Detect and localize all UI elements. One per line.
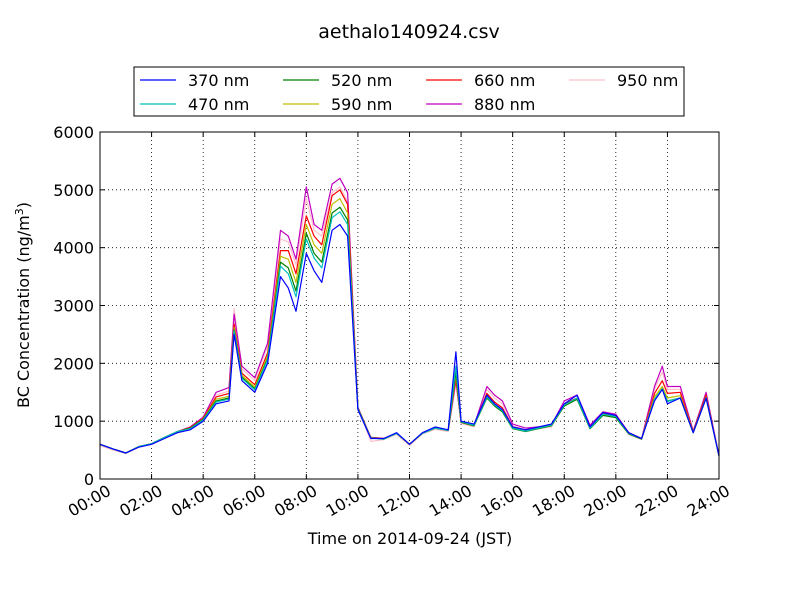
y-tick-label: 6000 (53, 123, 94, 142)
legend-label-470-nm: 470 nm (188, 95, 249, 114)
x-tick-label: 24:00 (684, 481, 733, 521)
x-tick-label: 02:00 (116, 481, 165, 521)
series-line-660-nm (99, 189, 720, 457)
legend-label-880-nm: 880 nm (474, 95, 535, 114)
y-tick-label: 5000 (53, 181, 94, 200)
y-axis-label-main: BC Concentration (ng/m (14, 215, 33, 408)
legend-items: 370 nm 470 nm 520 nm 590 nm 660 nm 880 nm 950 … (140, 71, 678, 114)
y-axis-label-sup: 3 (13, 208, 26, 215)
series-line-370-nm (99, 223, 720, 457)
x-tick-label: 18:00 (529, 481, 578, 521)
x-axis-label: Time on 2014-09-24 (JST) (307, 529, 512, 548)
chart-title: aethalo140924.csv (318, 21, 500, 43)
series-lines (99, 177, 720, 458)
y-axis-label-close: ) (14, 202, 33, 208)
x-tick-label: 06:00 (219, 481, 268, 521)
series-line-590-nm (99, 197, 720, 457)
y-tick-labels: 0 1000 2000 3000 4000 5000 6000 (53, 123, 94, 489)
legend-label-520-nm: 520 nm (331, 71, 392, 90)
legend-label-370-nm: 370 nm (188, 71, 249, 90)
x-tick-label: 10:00 (323, 481, 372, 521)
y-tick-label: 0 (84, 470, 94, 489)
x-tick-label: 14:00 (426, 481, 475, 521)
y-axis-label: BC Concentration (ng/m3) (13, 202, 33, 408)
legend-box (133, 66, 685, 117)
y-tick-label: 4000 (53, 239, 94, 258)
x-tick-label: 04:00 (168, 481, 217, 521)
y-tick-label: 1000 (53, 412, 94, 431)
legend: 370 nm 470 nm 520 nm 590 nm 660 nm 880 nm 950 … (133, 66, 685, 117)
x-tick-label: 16:00 (477, 481, 526, 521)
series-line-880-nm (99, 177, 720, 457)
legend-label-950-nm: 950 nm (617, 71, 678, 90)
legend-label-660-nm: 660 nm (474, 71, 535, 90)
x-tick-labels: 00:00 02:00 04:00 06:00 08:00 10:00 12:00 14:00… (65, 481, 733, 521)
legend-label-590-nm: 590 nm (331, 95, 392, 114)
x-tick-label: 08:00 (271, 481, 320, 521)
y-tick-label: 2000 (53, 354, 94, 373)
y-tick-label: 3000 (53, 297, 94, 316)
x-tick-label: 12:00 (374, 481, 423, 521)
axis-ticks (99, 131, 720, 480)
x-tick-label: 22:00 (632, 481, 681, 521)
x-tick-label: 20:00 (581, 481, 630, 521)
